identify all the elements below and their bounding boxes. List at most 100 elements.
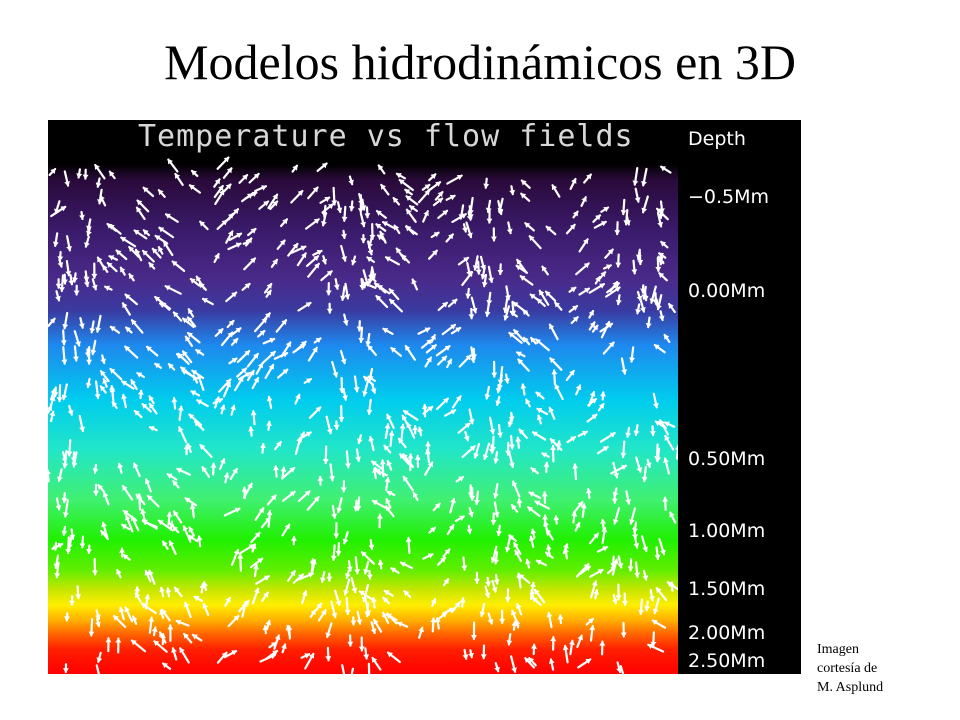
flow-arrow-head: [379, 231, 385, 237]
flow-arrow-head: [231, 650, 237, 656]
flow-arrow-head: [396, 247, 402, 254]
flow-arrow-head: [571, 511, 578, 517]
flow-arrow-head: [316, 249, 323, 256]
flow-arrow-head: [516, 259, 522, 265]
flow-arrow-head: [467, 492, 474, 498]
flow-arrow-head: [414, 454, 421, 460]
flow-arrow-head: [187, 316, 193, 323]
flow-arrow-head: [362, 390, 368, 397]
flow-arrow-head: [181, 369, 188, 375]
flow-arrow-head: [598, 403, 605, 409]
flow-arrow-head: [409, 205, 415, 211]
flow-arrow-head: [515, 436, 522, 442]
flow-arrow-head: [437, 197, 443, 204]
flow-arrow-head: [187, 332, 193, 338]
flow-arrow-head: [165, 587, 172, 593]
flow-arrow-head: [333, 424, 340, 430]
flow-arrow-head: [250, 228, 257, 234]
flow-arrow-head: [636, 467, 643, 473]
flow-arrow-head: [258, 507, 264, 514]
flow-arrow-head: [121, 380, 128, 387]
flow-arrow-head: [385, 498, 391, 504]
flow-arrow-head: [412, 492, 418, 498]
flow-arrow-head: [511, 667, 517, 673]
flow-arrow-head: [491, 236, 497, 242]
flow-arrow-head: [430, 344, 437, 350]
flow-arrow-head: [188, 526, 194, 533]
flow-arrow-head: [273, 465, 280, 471]
flow-arrow-head: [485, 207, 492, 213]
flow-arrow-head: [541, 265, 548, 272]
flow-arrow-head: [158, 227, 165, 233]
flow-arrow-head: [459, 597, 466, 603]
flow-arrow-head: [100, 530, 107, 536]
flow-arrow-head: [612, 598, 618, 605]
flow-arrow-head: [569, 224, 576, 230]
flow-arrow-head: [339, 388, 345, 394]
flow-arrow-head: [97, 484, 104, 491]
flow-arrow-head: [230, 404, 236, 411]
flow-arrow-head: [367, 345, 374, 351]
flow-arrow-head: [260, 443, 266, 449]
flow-arrow-head: [536, 408, 543, 414]
flow-arrow-head: [508, 462, 515, 468]
flow-arrow-head: [61, 457, 68, 463]
flow-arrow-head: [353, 387, 360, 393]
flow-arrow-head: [458, 515, 465, 521]
flow-arrow-head: [384, 476, 391, 483]
flow-arrow-head: [122, 554, 129, 560]
flow-arrow-head: [644, 605, 651, 612]
flow-arrow-head: [385, 256, 391, 262]
flow-arrow-head: [455, 327, 462, 333]
flow-arrow-head: [86, 359, 93, 365]
flow-arrow-head: [484, 311, 491, 317]
flow-arrow-head: [154, 235, 161, 241]
flow-arrow-head: [120, 266, 126, 273]
flow-arrow-head: [632, 528, 639, 534]
flow-arrow-head: [335, 600, 342, 606]
flow-arrow-head: [600, 271, 606, 278]
flow-arrow-head: [162, 540, 168, 547]
flow-arrow-head: [514, 549, 520, 556]
flow-arrow-head: [300, 245, 307, 251]
flow-arrow-head: [54, 572, 61, 579]
flow-arrow-head: [191, 170, 197, 176]
flow-arrow-head: [492, 493, 499, 499]
flow-arrow-head: [390, 567, 397, 573]
flow-arrow-head: [152, 248, 158, 254]
flow-arrow-head: [375, 223, 382, 230]
flow-arrow-head: [554, 301, 561, 308]
flow-arrow-head: [460, 213, 467, 219]
flow-arrow-head: [196, 275, 202, 282]
flow-arrow-head: [263, 575, 270, 581]
flow-arrow-head: [511, 480, 518, 487]
flow-arrow-head: [317, 475, 324, 481]
flow-arrow-head: [529, 293, 536, 300]
flow-arrow-head: [167, 624, 174, 630]
flow-arrow-head: [153, 640, 160, 647]
flow-arrow-head: [196, 535, 203, 541]
flow-arrow-head: [612, 518, 619, 525]
flow-arrow-head: [316, 602, 322, 609]
flow-arrow-head: [71, 462, 78, 468]
flow-arrow-head: [528, 657, 535, 664]
flow-arrow-head: [471, 634, 477, 640]
flow-arrow-head: [443, 397, 449, 404]
flow-arrow-head: [146, 346, 152, 352]
flow-arrow-head: [356, 619, 363, 625]
flow-arrow-head: [97, 256, 103, 263]
flow-arrow-head: [441, 612, 448, 618]
flow-arrow-head: [261, 185, 267, 191]
flow-arrow-head: [572, 305, 578, 311]
flow-arrow-head: [305, 431, 312, 437]
flow-arrow-head: [266, 420, 272, 426]
flow-arrow-head: [348, 206, 355, 212]
flow-arrow-head: [490, 557, 497, 563]
flow-arrow-head: [280, 466, 287, 472]
flow-arrow-head: [241, 486, 248, 492]
flow-arrow-head: [347, 641, 354, 647]
flow-arrow-head: [375, 295, 382, 301]
flow-arrow-head: [219, 189, 225, 196]
flow-arrow-head: [163, 241, 169, 247]
flow-arrow-head: [122, 302, 128, 309]
